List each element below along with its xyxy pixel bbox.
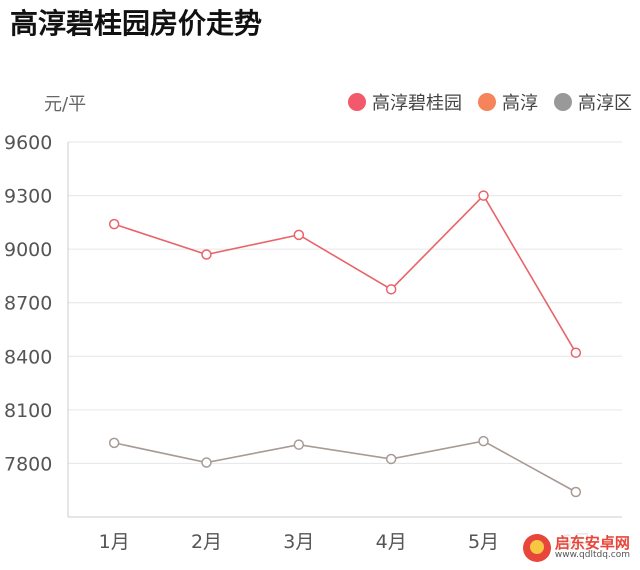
x-tick-label: 3月 [283, 531, 314, 553]
y-tick-label: 8700 [4, 293, 52, 315]
x-tick-label: 2月 [191, 531, 222, 553]
data-point [478, 190, 489, 201]
y-tick-label: 9000 [4, 239, 52, 261]
series-line [113, 194, 577, 354]
watermark-url: www.qdltdq.com [554, 550, 630, 561]
watermark-logo-icon [522, 534, 551, 562]
data-point [201, 249, 212, 260]
x-tick-label: 1月 [99, 531, 130, 553]
legend-item-series-1[interactable]: 高淳碧桂园 [348, 89, 462, 115]
legend-item-series-3[interactable]: 高淳区 [554, 89, 632, 115]
y-tick-label: 8400 [4, 346, 52, 368]
y-tick-label: 9300 [4, 186, 52, 208]
data-point [385, 453, 397, 465]
y-axis-unit-label: 元/平 [44, 94, 87, 115]
data-point [108, 218, 120, 230]
legend-dot-icon [478, 93, 496, 111]
y-tick-label: 8100 [4, 400, 52, 422]
chart-title: 高淳碧桂园房价走势 [10, 7, 263, 40]
y-tick-label: 7800 [4, 453, 52, 475]
data-point [108, 437, 120, 449]
data-point [293, 229, 305, 241]
x-tick-label: 5月 [468, 531, 499, 553]
data-point [385, 284, 397, 295]
data-point [293, 439, 305, 450]
legend-item-series-2[interactable]: 高淳 [478, 89, 538, 115]
data-point [570, 347, 582, 358]
watermark: 启东安卓网 www.qdltdq.com [518, 532, 634, 564]
data-point [478, 435, 489, 447]
x-tick-label: 4月 [376, 531, 407, 553]
data-point [201, 457, 212, 468]
legend-dot-icon [554, 93, 572, 111]
series-line [114, 440, 577, 493]
legend-label: 高淳碧桂园 [372, 93, 462, 114]
data-point [570, 486, 582, 498]
y-tick-label: 9600 [4, 132, 52, 154]
watermark-name: 启东安卓网 [554, 533, 630, 552]
chart-legend: 高淳碧桂园 高淳 高淳区 [348, 89, 632, 115]
legend-dot-icon [348, 93, 366, 111]
legend-label: 高淳 [502, 93, 538, 114]
legend-label: 高淳区 [578, 93, 632, 114]
